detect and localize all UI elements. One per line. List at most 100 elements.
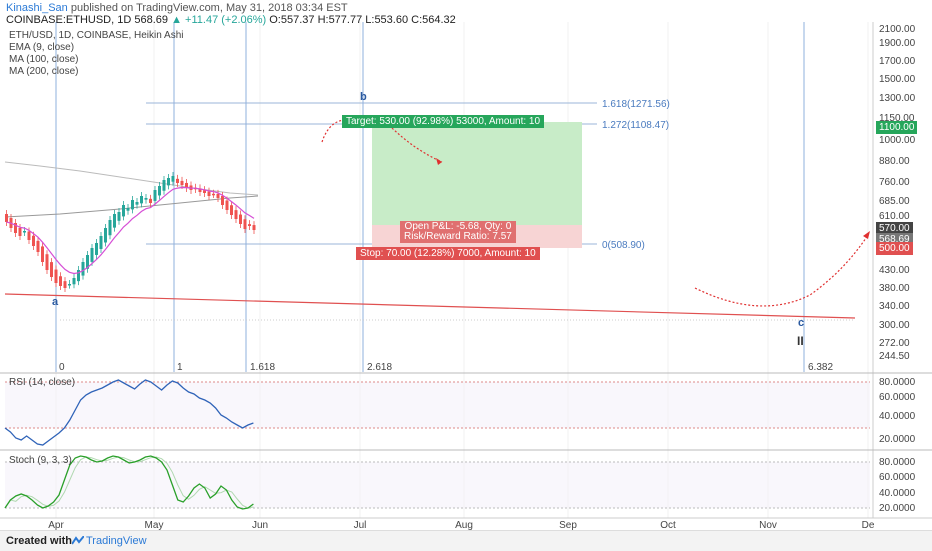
candle-body bbox=[216, 193, 220, 198]
candle-body bbox=[198, 188, 202, 192]
ema-9-line bbox=[6, 186, 255, 275]
candle-body bbox=[135, 202, 139, 205]
candle-body bbox=[90, 248, 94, 262]
wave-label-b: b bbox=[360, 91, 367, 103]
candle-body bbox=[41, 246, 44, 262]
candle-body bbox=[248, 224, 251, 226]
legend-ema[interactable]: EMA (9, close) bbox=[9, 42, 75, 53]
candle-body bbox=[167, 178, 170, 186]
rsi-axis-label: 80.0000 bbox=[879, 377, 916, 388]
candle-body bbox=[140, 196, 143, 204]
pl-label[interactable]: Open P&L: -5.68, Qty: 0 Risk/Reward Rati… bbox=[400, 221, 516, 243]
stoch-axis-label: 60.0000 bbox=[879, 472, 916, 483]
price-axis-label: 1500.00 bbox=[879, 74, 916, 85]
stoch-k-line bbox=[4, 455, 254, 510]
rsi-band bbox=[5, 382, 870, 428]
stoch-label[interactable]: Stoch (9, 3, 3) bbox=[9, 455, 72, 466]
up-arrow-icon: ▲ bbox=[171, 14, 182, 26]
heikin-ashi-candles bbox=[5, 172, 256, 292]
target-label[interactable]: Target: 530.00 (92.98%) 53000, Amount: 1… bbox=[342, 115, 545, 128]
tradingview-brand[interactable]: TradingView bbox=[86, 535, 147, 547]
ma-100-line bbox=[4, 195, 259, 218]
candle-body bbox=[50, 262, 53, 277]
time-axis[interactable]: Apr May Jun Jul Aug Sep Oct Nov De bbox=[48, 520, 875, 531]
candle-body bbox=[122, 205, 125, 217]
price-change: +11.47 (+2.06%) bbox=[185, 14, 267, 26]
wave-label-a: a bbox=[52, 296, 59, 308]
price-axis-label: 1300.00 bbox=[879, 93, 916, 104]
price-axis-label: 300.00 bbox=[879, 320, 910, 331]
price-axis-label: 244.50 bbox=[879, 351, 910, 362]
time-axis-label: Nov bbox=[759, 520, 777, 531]
candle-body bbox=[149, 198, 152, 203]
last-price: 568.69 bbox=[134, 14, 169, 26]
stoch-d-line bbox=[4, 456, 254, 509]
projection-arrow-2 bbox=[391, 127, 443, 163]
profit-zone[interactable] bbox=[372, 122, 582, 225]
price-axis-label: 1700.00 bbox=[879, 56, 916, 67]
time-axis-label: Apr bbox=[48, 520, 64, 531]
author-link[interactable]: Kinashi_San bbox=[6, 2, 68, 14]
legend-ma200[interactable]: MA (200, close) bbox=[9, 66, 79, 77]
candle-body bbox=[207, 191, 211, 196]
candle-body bbox=[153, 190, 157, 201]
candle-body bbox=[243, 219, 247, 229]
candle-body bbox=[230, 205, 233, 215]
stoch-axis-label: 80.0000 bbox=[879, 457, 916, 468]
candle-body bbox=[126, 208, 130, 211]
wave-label-ii: II bbox=[797, 334, 804, 348]
time-fib-label-1618: 1.618 bbox=[250, 362, 275, 373]
stoch-axis-label: 40.0000 bbox=[879, 488, 916, 499]
projection-arrow-1 bbox=[321, 119, 351, 143]
ma-200-line bbox=[4, 161, 259, 196]
stop-label[interactable]: Stop: 70.00 (12.28%) 7000, Amount: 10 bbox=[356, 247, 540, 260]
time-fib-label-1: 1 bbox=[177, 362, 183, 373]
candle-body bbox=[54, 269, 58, 283]
price-axis-label: 1150.00 bbox=[879, 113, 915, 124]
candle-body bbox=[95, 243, 98, 255]
price-axis[interactable]: 2100.00 1900.00 1700.00 1500.00 1300.00 1150.… bbox=[879, 24, 916, 362]
price-axis-label: 272.00 bbox=[879, 338, 910, 349]
time-axis-label: Oct bbox=[660, 520, 676, 531]
price-axis-label: 2100.00 bbox=[879, 24, 916, 35]
candle-body bbox=[239, 214, 242, 224]
price-axis-label: 1000.00 bbox=[879, 135, 916, 146]
candle-body bbox=[99, 236, 103, 249]
candle-body bbox=[212, 193, 215, 196]
candle-body bbox=[59, 276, 62, 286]
time-axis-label: Jun bbox=[252, 520, 268, 531]
rsi-label[interactable]: RSI (14, close) bbox=[9, 377, 76, 388]
symbol-info: COINBASE:ETHUSD, 1D 568.69 ▲ +11.47 (+2.… bbox=[6, 14, 456, 26]
open-pl-text: Open P&L: -5.68, Qty: 0 bbox=[404, 221, 512, 232]
candle-body bbox=[45, 254, 49, 270]
legend-title: ETH/USD, 1D, COINBASE, Heikin Ashi bbox=[9, 30, 184, 41]
legend-ma100[interactable]: MA (100, close) bbox=[9, 54, 79, 65]
time-fib-label-0: 0 bbox=[59, 362, 65, 373]
grid bbox=[55, 22, 869, 518]
wave-label-c: c bbox=[798, 317, 804, 329]
fib-label-1272: 1.272(1108.47) bbox=[602, 120, 669, 131]
candle-body bbox=[63, 281, 67, 288]
candle-body bbox=[185, 182, 188, 188]
candle-body bbox=[158, 186, 161, 196]
rr-text: Risk/Reward Ratio: 7.57 bbox=[404, 231, 512, 242]
candle-body bbox=[162, 180, 166, 191]
price-axis-label: 880.00 bbox=[879, 156, 910, 167]
candle-body bbox=[180, 180, 184, 185]
time-axis-label: De bbox=[862, 520, 875, 531]
stoch-axis-label: 20.0000 bbox=[879, 503, 916, 514]
symbol: COINBASE:ETHUSD, 1D bbox=[6, 14, 132, 26]
price-axis-label: 610.00 bbox=[879, 211, 910, 222]
candle-body bbox=[104, 228, 107, 243]
trendline bbox=[4, 293, 856, 319]
arrow-head-2 bbox=[436, 158, 442, 165]
price-tag-570: 570.00 bbox=[876, 222, 913, 235]
candle-body bbox=[72, 278, 76, 285]
candle-body bbox=[144, 198, 148, 200]
ohlc: O:557.37 H:577.77 L:553.60 C:564.32 bbox=[269, 14, 456, 26]
price-axis-label: 340.00 bbox=[879, 301, 910, 312]
candle-body bbox=[68, 284, 71, 286]
candle-body bbox=[113, 214, 116, 228]
tradingview-logo-icon bbox=[72, 536, 84, 545]
